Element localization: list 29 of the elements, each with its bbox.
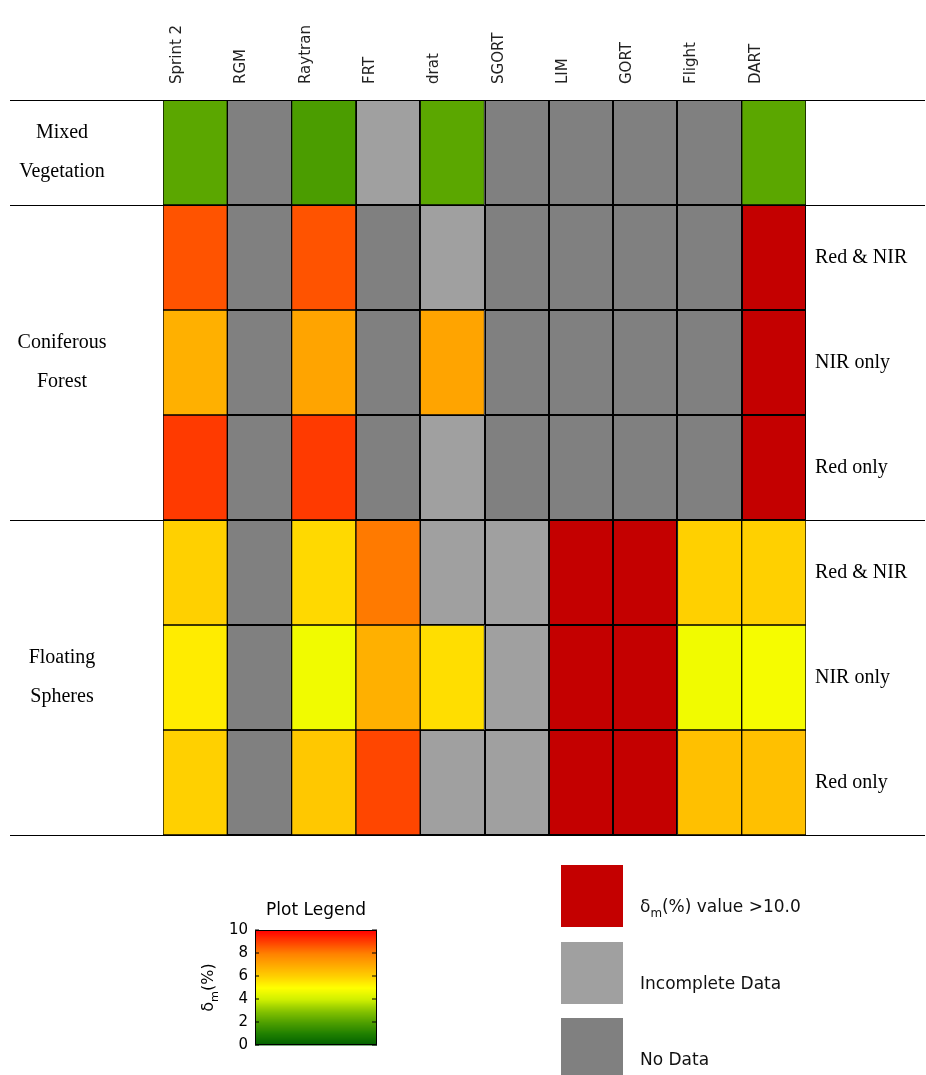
color-bar-label: 0 bbox=[238, 1034, 248, 1053]
y2-tick-label: NIR only bbox=[815, 664, 890, 688]
x-tick-label: Sprint 2 bbox=[167, 24, 186, 84]
y2-tick-label: Red only bbox=[815, 769, 888, 793]
y2-tick-label: NIR only bbox=[815, 349, 890, 373]
y2-tick-label: Red & NIR bbox=[815, 559, 908, 582]
y-tick-label: Floating Spheres bbox=[28, 645, 96, 708]
text: No Data bbox=[640, 1049, 710, 1070]
color-bar-label: 10 bbox=[228, 919, 249, 938]
color-bar-label: 8 bbox=[238, 942, 248, 961]
x-tick-label: Raytran bbox=[295, 25, 314, 84]
y-tick-label: Coniferous Forest bbox=[17, 330, 107, 392]
y2-tick-label: Red only bbox=[815, 454, 888, 478]
y2-tick-label: Red & NIR bbox=[815, 244, 908, 267]
color-bar-label: 4 bbox=[238, 988, 248, 1007]
x-tick-label: LIM bbox=[552, 58, 571, 84]
legend-title: Plot Legend bbox=[266, 899, 366, 920]
x-tick-label: GORT bbox=[617, 41, 636, 84]
y-tick-label: Mixed Vegetation bbox=[19, 120, 105, 183]
text: Incomplete Data bbox=[640, 972, 782, 993]
x-tick-label: Flight bbox=[681, 42, 700, 84]
color-bar-label: 6 bbox=[238, 965, 248, 984]
x-tick-label: drat bbox=[424, 53, 443, 84]
color-bar-title: δm(%) bbox=[198, 963, 221, 1012]
color-bar-label: 2 bbox=[238, 1011, 248, 1030]
x-tick-label: RGM bbox=[231, 49, 250, 84]
x-tick-label: SGORT bbox=[488, 31, 507, 84]
x-tick-label: FRT bbox=[359, 56, 378, 84]
x-tick-label: DART bbox=[745, 43, 764, 84]
